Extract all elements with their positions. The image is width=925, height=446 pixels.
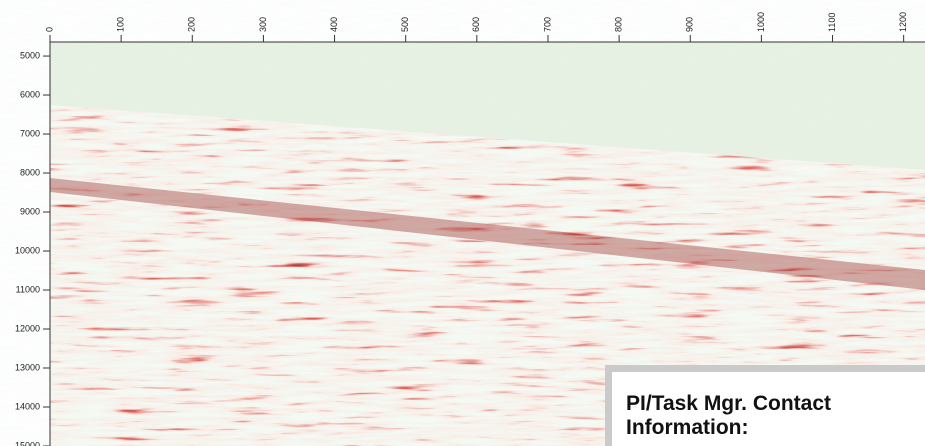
x-tick-label: 1100 — [827, 13, 837, 32]
screen: 0 100 200 300 400 500 600 700 800 900 1000 1100 1200… — [0, 0, 925, 446]
y-tick-label: 8000 — [20, 167, 40, 177]
y-tick-label: 10000 — [15, 245, 40, 255]
x-tick-label: 800 — [613, 17, 623, 32]
y-tick-label: 7000 — [20, 128, 40, 138]
x-tick-label: 900 — [685, 17, 695, 32]
y-tick-label: 15000 — [15, 440, 40, 446]
y-tick-label: 6000 — [20, 89, 40, 99]
x-tick-label: 1200 — [898, 12, 908, 32]
x-tick-label: 300 — [258, 17, 268, 32]
y-tick-label: 9000 — [20, 206, 40, 216]
x-tick-label: 400 — [329, 17, 339, 32]
x-tick-label: 200 — [187, 17, 197, 32]
y-tick-label: 11000 — [16, 284, 40, 294]
y-tick-label: 14000 — [15, 401, 40, 411]
x-tick-label: 500 — [400, 17, 410, 32]
x-tick-label: 100 — [116, 17, 126, 32]
x-tick-label: 600 — [471, 17, 481, 32]
y-tick-label: 12000 — [15, 323, 40, 333]
y-tick-label: 5000 — [20, 50, 40, 60]
y-tick-label: 13000 — [15, 362, 40, 372]
x-tick-label: 0 — [44, 27, 54, 32]
info-box: PI/Task Mgr. Contact Information: — [605, 365, 925, 446]
x-tick-label: 700 — [542, 17, 552, 32]
x-tick-label: 1000 — [756, 12, 766, 32]
